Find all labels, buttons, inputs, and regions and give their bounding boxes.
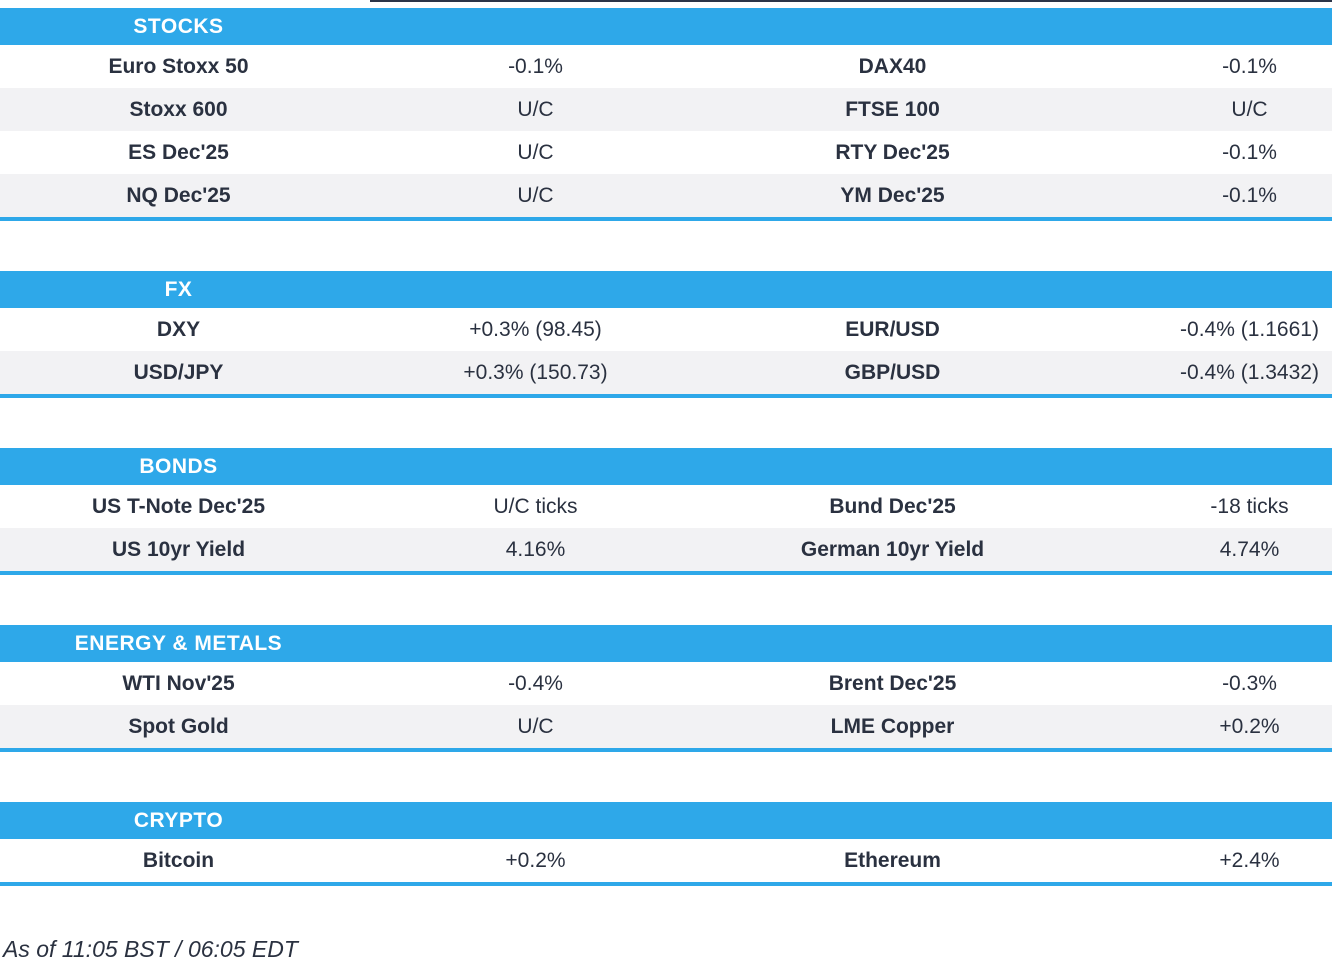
table-row: US 10yr Yield 4.16% German 10yr Yield 4.… [0,528,1332,571]
section-title: FX [164,277,193,301]
section-crypto: CRYPTO Bitcoin +0.2% Ethereum +2.4% [0,802,1332,886]
section-header: CRYPTO [0,802,1332,839]
instrument-change: -0.1% [508,55,563,78]
market-tables: STOCKS Euro Stoxx 50 -0.1% DAX40 -0.1% S… [0,8,1332,963]
instrument-name: Brent Dec'25 [828,672,957,695]
section-title: BONDS [139,454,218,478]
table-row: NQ Dec'25 U/C YM Dec'25 -0.1% [0,174,1332,217]
instrument-change: -18 ticks [1210,495,1289,518]
table-row: Spot Gold U/C LME Copper +0.2% [0,705,1332,748]
table-row: Stoxx 600 U/C FTSE 100 U/C [0,88,1332,131]
section-title: ENERGY & METALS [74,631,283,655]
instrument-change: +2.4% [1219,849,1280,872]
instrument-name: Stoxx 600 [129,98,228,121]
instrument-change: U/C [517,141,554,164]
instrument-name: EUR/USD [845,318,940,341]
instrument-name: Ethereum [844,849,941,872]
section-energy-metals: ENERGY & METALS WTI Nov'25 -0.4% Brent D… [0,625,1332,752]
instrument-name: Euro Stoxx 50 [108,55,249,78]
table-row: USD/JPY +0.3% (150.73) GBP/USD -0.4% (1.… [0,351,1332,394]
section-header: STOCKS [0,8,1332,45]
instrument-change: 4.74% [1219,538,1280,561]
table-row: DXY +0.3% (98.45) EUR/USD -0.4% (1.1661) [0,308,1332,351]
instrument-change: -0.4% (1.3432) [1180,361,1319,384]
section-header: ENERGY & METALS [0,625,1332,662]
instrument-change: -0.3% [1222,672,1277,695]
section-divider [0,394,1332,398]
instrument-change: U/C [1231,98,1268,121]
instrument-change: -0.1% [1222,184,1277,207]
section-divider [0,217,1332,221]
section-stocks: STOCKS Euro Stoxx 50 -0.1% DAX40 -0.1% S… [0,8,1332,221]
instrument-name: WTI Nov'25 [122,672,235,695]
table-row: US T-Note Dec'25 U/C ticks Bund Dec'25 -… [0,485,1332,528]
section-divider [0,571,1332,575]
instrument-name: LME Copper [830,715,955,738]
section-divider [0,882,1332,886]
instrument-name: GBP/USD [844,361,941,384]
instrument-name: RTY Dec'25 [835,141,950,164]
table-row: Euro Stoxx 50 -0.1% DAX40 -0.1% [0,45,1332,88]
as-of-timestamp: As of 11:05 BST / 06:05 EDT [3,936,298,962]
table-row: ES Dec'25 U/C RTY Dec'25 -0.1% [0,131,1332,174]
instrument-name: Bund Dec'25 [829,495,956,518]
section-rows: DXY +0.3% (98.45) EUR/USD -0.4% (1.1661)… [0,308,1332,394]
instrument-name: Bitcoin [142,849,215,872]
section-divider [0,748,1332,752]
section-rows: Bitcoin +0.2% Ethereum +2.4% [0,839,1332,882]
instrument-change: -0.4% (1.1661) [1180,318,1319,341]
instrument-change: -0.1% [1222,55,1277,78]
section-header: BONDS [0,448,1332,485]
section-bonds: BONDS US T-Note Dec'25 U/C ticks Bund De… [0,448,1332,575]
instrument-name: ES Dec'25 [128,141,229,164]
instrument-change: U/C [517,715,554,738]
section-fx: FX DXY +0.3% (98.45) EUR/USD -0.4% (1.16… [0,271,1332,398]
instrument-name: Spot Gold [128,715,229,738]
section-rows: US T-Note Dec'25 U/C ticks Bund Dec'25 -… [0,485,1332,571]
instrument-change: U/C [517,184,554,207]
top-crop-line [370,0,1332,2]
section-title: STOCKS [133,14,224,38]
instrument-change: +0.2% [1219,715,1280,738]
section-header: FX [0,271,1332,308]
table-row: WTI Nov'25 -0.4% Brent Dec'25 -0.3% [0,662,1332,705]
instrument-change: 4.16% [505,538,566,561]
instrument-name: NQ Dec'25 [126,184,231,207]
instrument-name: DXY [156,318,201,341]
instrument-change: +0.3% (98.45) [469,318,602,341]
instrument-change: U/C [517,98,554,121]
instrument-name: DAX40 [858,55,927,78]
section-rows: WTI Nov'25 -0.4% Brent Dec'25 -0.3% Spot… [0,662,1332,748]
section-rows: Euro Stoxx 50 -0.1% DAX40 -0.1% Stoxx 60… [0,45,1332,217]
instrument-name: YM Dec'25 [840,184,945,207]
instrument-name: US 10yr Yield [111,538,246,561]
instrument-change: +0.3% (150.73) [463,361,608,384]
instrument-change: -0.1% [1222,141,1277,164]
instrument-name: FTSE 100 [845,98,940,121]
instrument-name: US T-Note Dec'25 [91,495,266,518]
section-title: CRYPTO [133,808,224,832]
instrument-change: +0.2% [505,849,566,872]
table-row: Bitcoin +0.2% Ethereum +2.4% [0,839,1332,882]
instrument-name: USD/JPY [133,361,224,384]
instrument-name: German 10yr Yield [800,538,985,561]
instrument-change: -0.4% [508,672,563,695]
instrument-change: U/C ticks [493,495,578,518]
